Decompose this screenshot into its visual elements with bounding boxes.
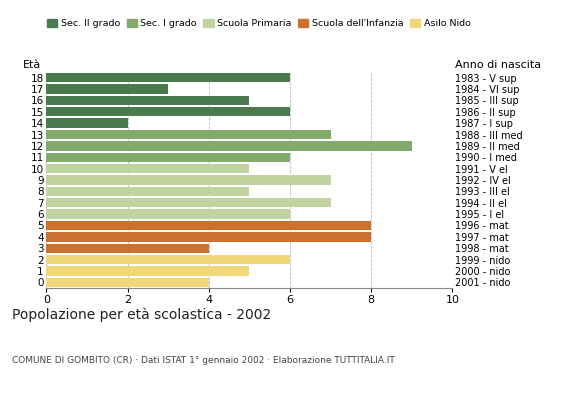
Text: Età: Età: [23, 60, 41, 70]
Bar: [46, 118, 128, 128]
Bar: [46, 221, 371, 230]
Bar: [46, 107, 290, 116]
Bar: [46, 255, 290, 264]
Bar: [46, 278, 209, 287]
Bar: [46, 130, 331, 139]
Legend: Sec. II grado, Sec. I grado, Scuola Primaria, Scuola dell'Infanzia, Asilo Nido: Sec. II grado, Sec. I grado, Scuola Prim…: [47, 19, 470, 28]
Bar: [46, 244, 209, 253]
Text: Anno di nascita: Anno di nascita: [455, 60, 541, 70]
Bar: [46, 266, 249, 276]
Bar: [46, 198, 331, 207]
Bar: [46, 141, 412, 150]
Bar: [46, 187, 249, 196]
Text: Popolazione per età scolastica - 2002: Popolazione per età scolastica - 2002: [12, 308, 271, 322]
Text: COMUNE DI GOMBITO (CR) · Dati ISTAT 1° gennaio 2002 · Elaborazione TUTTITALIA.IT: COMUNE DI GOMBITO (CR) · Dati ISTAT 1° g…: [12, 356, 394, 365]
Bar: [46, 164, 249, 173]
Bar: [46, 153, 290, 162]
Bar: [46, 175, 331, 185]
Bar: [46, 73, 290, 82]
Bar: [46, 232, 371, 242]
Bar: [46, 96, 249, 105]
Bar: [46, 84, 168, 94]
Bar: [46, 210, 290, 219]
